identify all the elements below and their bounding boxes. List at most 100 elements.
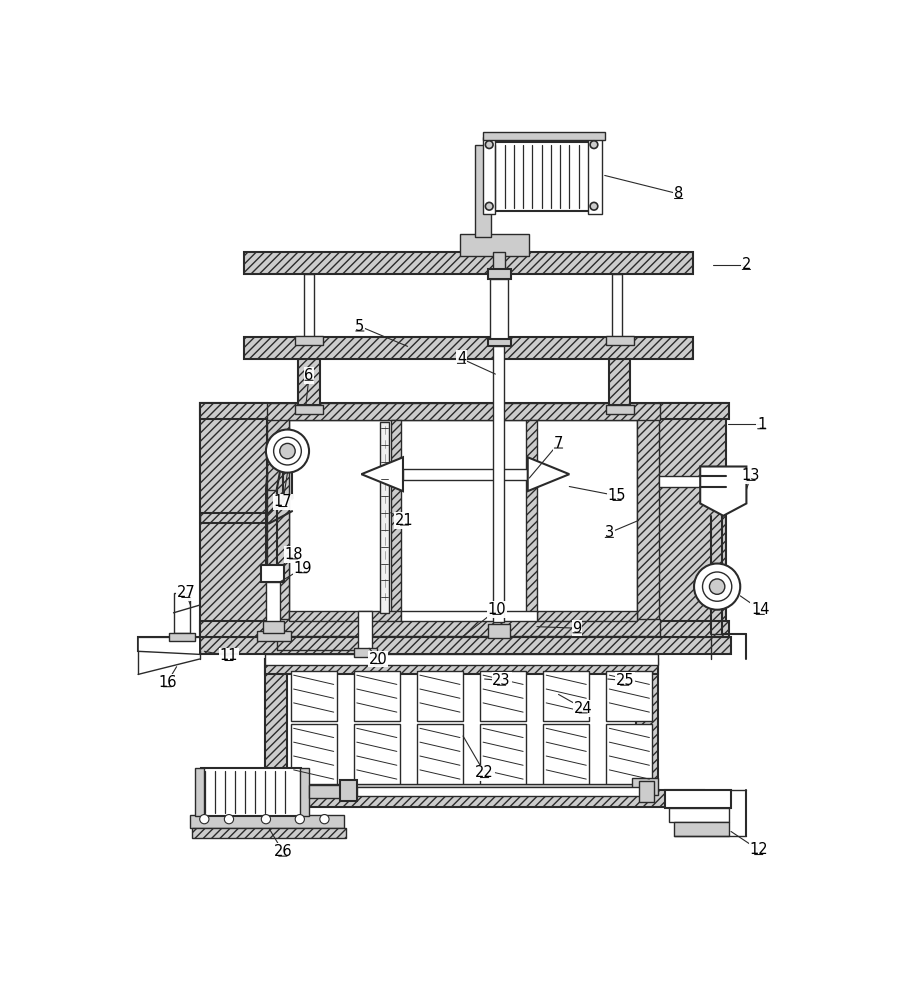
Polygon shape	[362, 457, 403, 491]
Circle shape	[199, 815, 209, 824]
Bar	[543, 671, 589, 721]
Circle shape	[273, 437, 301, 465]
Bar	[380, 422, 389, 613]
Bar	[483, 132, 604, 140]
Circle shape	[694, 564, 741, 610]
Text: 8: 8	[674, 186, 684, 201]
Bar	[138, 637, 199, 651]
Text: 7: 7	[554, 436, 563, 451]
Text: 13: 13	[741, 468, 760, 483]
Bar	[268, 403, 660, 420]
Text: 25: 25	[615, 673, 634, 688]
Text: 27: 27	[177, 585, 195, 600]
Bar	[309, 785, 341, 798]
Bar	[526, 420, 537, 619]
Bar	[287, 784, 641, 791]
Bar	[639, 781, 654, 802]
Text: 5: 5	[355, 319, 364, 334]
Bar	[199, 403, 268, 637]
Bar	[417, 724, 463, 786]
Bar	[290, 671, 336, 721]
Bar	[244, 337, 693, 359]
Bar	[289, 611, 401, 620]
Bar	[606, 671, 652, 721]
Bar	[403, 469, 528, 480]
Bar	[354, 648, 377, 657]
Bar	[290, 724, 336, 786]
Bar	[354, 671, 400, 721]
Text: 16: 16	[158, 675, 177, 690]
Bar	[493, 252, 505, 269]
Polygon shape	[528, 457, 569, 491]
Bar	[537, 611, 637, 620]
Bar	[480, 671, 526, 721]
Circle shape	[703, 572, 732, 601]
Bar	[262, 620, 284, 633]
Bar	[357, 787, 643, 796]
Text: 11: 11	[220, 648, 238, 663]
Bar	[295, 405, 323, 414]
Bar	[674, 822, 730, 836]
Text: 20: 20	[369, 652, 388, 666]
Bar	[589, 142, 600, 211]
Bar	[460, 234, 529, 256]
Text: 26: 26	[273, 844, 292, 859]
Bar	[169, 633, 195, 641]
Bar	[265, 659, 287, 790]
Bar	[192, 828, 346, 838]
Bar	[199, 637, 731, 654]
Circle shape	[266, 430, 309, 473]
Text: 22: 22	[475, 765, 494, 780]
Bar	[493, 346, 504, 622]
Bar	[612, 274, 622, 337]
Bar	[262, 565, 284, 582]
Text: 17: 17	[273, 494, 292, 509]
Bar	[268, 419, 289, 620]
Text: 6: 6	[304, 368, 314, 383]
Bar	[491, 142, 591, 211]
Bar	[195, 768, 205, 816]
Circle shape	[590, 202, 598, 210]
Bar	[199, 620, 730, 637]
Bar	[665, 790, 731, 808]
Bar	[304, 274, 315, 337]
Bar	[606, 405, 634, 414]
Text: 18: 18	[284, 547, 303, 562]
Text: 10: 10	[488, 602, 506, 617]
Bar	[606, 724, 652, 786]
Bar	[391, 420, 401, 619]
Circle shape	[590, 141, 598, 148]
Bar	[265, 790, 704, 807]
Bar	[658, 403, 726, 637]
Bar	[480, 724, 526, 786]
Bar	[265, 659, 658, 674]
Bar	[606, 336, 634, 345]
Text: 14: 14	[751, 602, 769, 617]
Polygon shape	[138, 637, 199, 654]
Text: 24: 24	[574, 701, 593, 716]
Bar	[489, 624, 510, 638]
Bar	[483, 137, 495, 214]
Bar	[358, 611, 373, 650]
Text: 23: 23	[492, 673, 511, 688]
Bar	[475, 145, 491, 237]
Bar	[289, 420, 637, 619]
Bar	[637, 419, 658, 620]
Bar	[257, 631, 290, 641]
Text: 4: 4	[457, 351, 466, 366]
Bar	[354, 724, 400, 786]
Text: 12: 12	[750, 842, 768, 857]
Bar	[199, 403, 730, 419]
Bar	[266, 582, 280, 633]
Text: 19: 19	[294, 561, 312, 576]
Circle shape	[710, 579, 725, 594]
Bar	[488, 339, 511, 346]
Bar	[488, 269, 511, 279]
Bar	[417, 671, 463, 721]
Bar	[295, 336, 323, 345]
Circle shape	[262, 815, 271, 824]
Text: 2: 2	[741, 257, 751, 272]
Bar	[340, 780, 357, 801]
Bar	[201, 768, 301, 816]
Text: 21: 21	[395, 513, 414, 528]
